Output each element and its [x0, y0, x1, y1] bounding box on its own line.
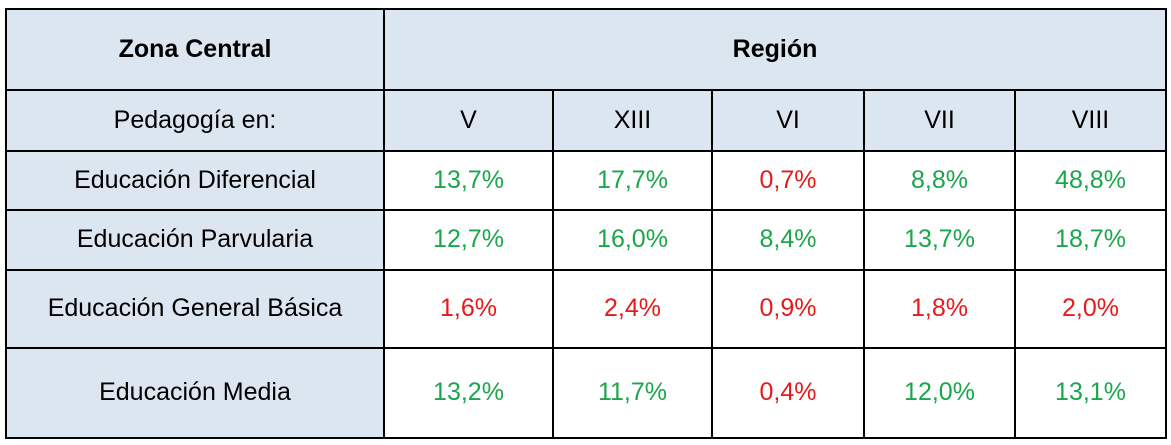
value-cell: 2,0% — [1014, 268, 1167, 349]
table-row: Educación Parvularia 12,7% 16,0% 8,4% 13… — [5, 208, 1167, 271]
row-header-label: Pedagogía en: — [5, 89, 385, 152]
value-cell: 8,8% — [863, 149, 1016, 211]
corner-header: Zona Central — [5, 7, 385, 92]
table-row: Educación Diferencial 13,7% 17,7% 0,7% 8… — [5, 149, 1167, 211]
column-header: VI — [711, 89, 865, 152]
value-cell: 13,1% — [1014, 346, 1167, 440]
region-group-header: Región — [383, 7, 1167, 92]
value-cell: 17,7% — [552, 149, 713, 211]
value-cell: 12,0% — [863, 346, 1016, 440]
value-cell: 13,2% — [383, 346, 554, 440]
value-cell: 11,7% — [552, 346, 713, 440]
value-cell: 0,4% — [711, 346, 865, 440]
row-label: Educación Parvularia — [5, 208, 385, 271]
value-cell: 16,0% — [552, 208, 713, 271]
value-cell: 0,9% — [711, 268, 865, 349]
table-row: Educación Media 13,2% 11,7% 0,4% 12,0% 1… — [5, 346, 1167, 440]
column-header: VIII — [1014, 89, 1167, 152]
value-cell: 8,4% — [711, 208, 865, 271]
value-cell: 48,8% — [1014, 149, 1167, 211]
table-row: Educación General Básica 1,6% 2,4% 0,9% … — [5, 268, 1167, 349]
column-header: VII — [863, 89, 1016, 152]
row-label: Educación General Básica — [5, 268, 385, 349]
value-cell: 1,6% — [383, 268, 554, 349]
value-cell: 12,7% — [383, 208, 554, 271]
value-cell: 13,7% — [383, 149, 554, 211]
value-cell: 0,7% — [711, 149, 865, 211]
title-row: Zona Central Región — [5, 7, 1167, 92]
value-cell: 1,8% — [863, 268, 1016, 349]
row-label: Educación Media — [5, 346, 385, 440]
column-header: XIII — [552, 89, 713, 152]
value-cell: 13,7% — [863, 208, 1016, 271]
row-label: Educación Diferencial — [5, 149, 385, 211]
column-header: V — [383, 89, 554, 152]
value-cell: 18,7% — [1014, 208, 1167, 271]
column-header-row: Pedagogía en: V XIII VI VII VIII — [5, 89, 1167, 152]
data-table: Zona Central Región Pedagogía en: V XIII… — [5, 7, 1167, 440]
value-cell: 2,4% — [552, 268, 713, 349]
